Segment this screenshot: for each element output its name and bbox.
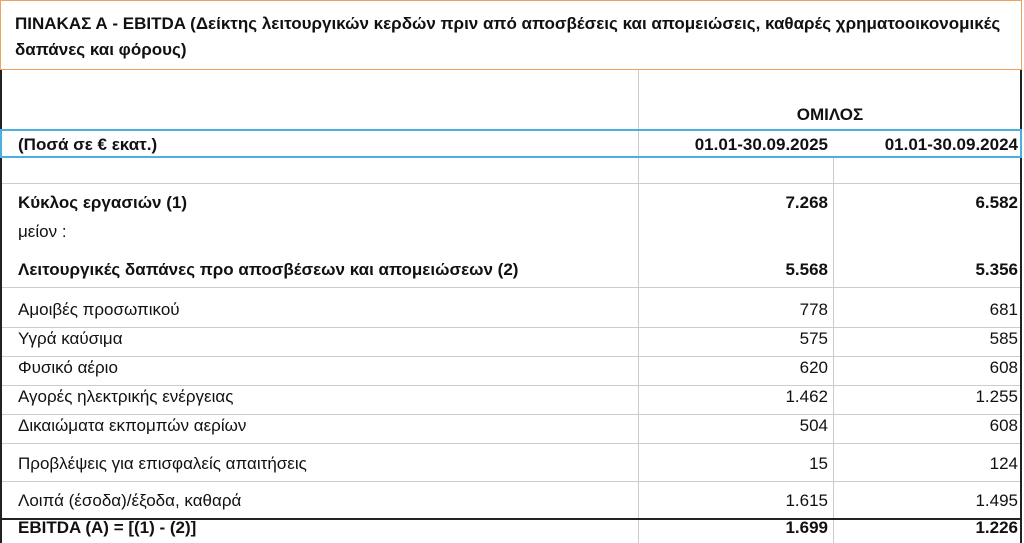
unit-row bbox=[0, 129, 1022, 158]
row-value: 15 bbox=[809, 454, 828, 473]
row-value: 1.495 bbox=[975, 491, 1018, 510]
row-label: EBITDA (A) = [(1) - (2)] bbox=[18, 518, 197, 537]
row-value: 681 bbox=[989, 300, 1018, 319]
row-value: 1.255 bbox=[975, 387, 1018, 406]
row-value: 1.462 bbox=[785, 387, 828, 406]
row-value: 7.268 bbox=[785, 193, 828, 212]
row-label: Φυσικό αέριο bbox=[18, 358, 118, 377]
row-label: Δικαιώματα εκπομπών αερίων bbox=[18, 416, 247, 435]
group-header: ΟΜΙΛΟΣ bbox=[796, 105, 864, 124]
row-value: 1.615 bbox=[785, 491, 828, 510]
row-label: μείον : bbox=[18, 222, 67, 241]
row-line bbox=[2, 414, 1020, 415]
row-value: 124 bbox=[989, 454, 1018, 473]
column-header: 01.01-30.09.2025 bbox=[694, 135, 828, 154]
row-line bbox=[2, 327, 1020, 328]
column-header: 01.01-30.09.2024 bbox=[884, 135, 1018, 154]
row-label: Προβλέψεις για επισφαλείς απαιτήσεις bbox=[18, 454, 307, 473]
row-label: Λειτουργικές δαπάνες προ αποσβέσεων και … bbox=[18, 260, 519, 279]
row-line bbox=[2, 518, 1020, 520]
row-value: 1.226 bbox=[975, 518, 1018, 537]
row-label: Αμοιβές προσωπικού bbox=[18, 300, 180, 319]
row-value: 504 bbox=[799, 416, 828, 435]
row-line bbox=[2, 385, 1020, 386]
column-divider bbox=[638, 70, 639, 543]
row-label: Κύκλος εργασιών (1) bbox=[18, 193, 188, 212]
row-line bbox=[2, 287, 1020, 288]
column-divider bbox=[833, 158, 834, 543]
title: ΠΙΝΑΚΑΣ Α - EBITDA (Δείκτης λειτουργικών… bbox=[15, 14, 1001, 59]
row-value: 6.582 bbox=[975, 193, 1018, 212]
table-frame bbox=[0, 70, 1022, 543]
row-value: 620 bbox=[799, 358, 828, 377]
unit-label: (Ποσά σε € εκατ.) bbox=[18, 135, 158, 154]
row-value: 608 bbox=[989, 416, 1018, 435]
row-label: Λοιπά (έσοδα)/έξοδα, καθαρά bbox=[18, 491, 242, 510]
row-value: 585 bbox=[989, 329, 1018, 348]
row-line bbox=[2, 481, 1020, 482]
row-value: 575 bbox=[799, 329, 828, 348]
row-value: 5.356 bbox=[975, 260, 1018, 279]
title-box: ΠΙΝΑΚΑΣ Α - EBITDA (Δείκτης λειτουργικών… bbox=[0, 0, 1022, 70]
row-line bbox=[2, 443, 1020, 444]
row-value: 5.568 bbox=[785, 260, 828, 279]
row-value: 778 bbox=[799, 300, 828, 319]
row-label: Αγορές ηλεκτρικής ενέργειας bbox=[18, 387, 234, 406]
row-line bbox=[2, 183, 1020, 184]
row-value: 608 bbox=[989, 358, 1018, 377]
row-value: 1.699 bbox=[785, 518, 828, 537]
row-line bbox=[2, 356, 1020, 357]
row-label: Υγρά καύσιμα bbox=[18, 329, 123, 348]
